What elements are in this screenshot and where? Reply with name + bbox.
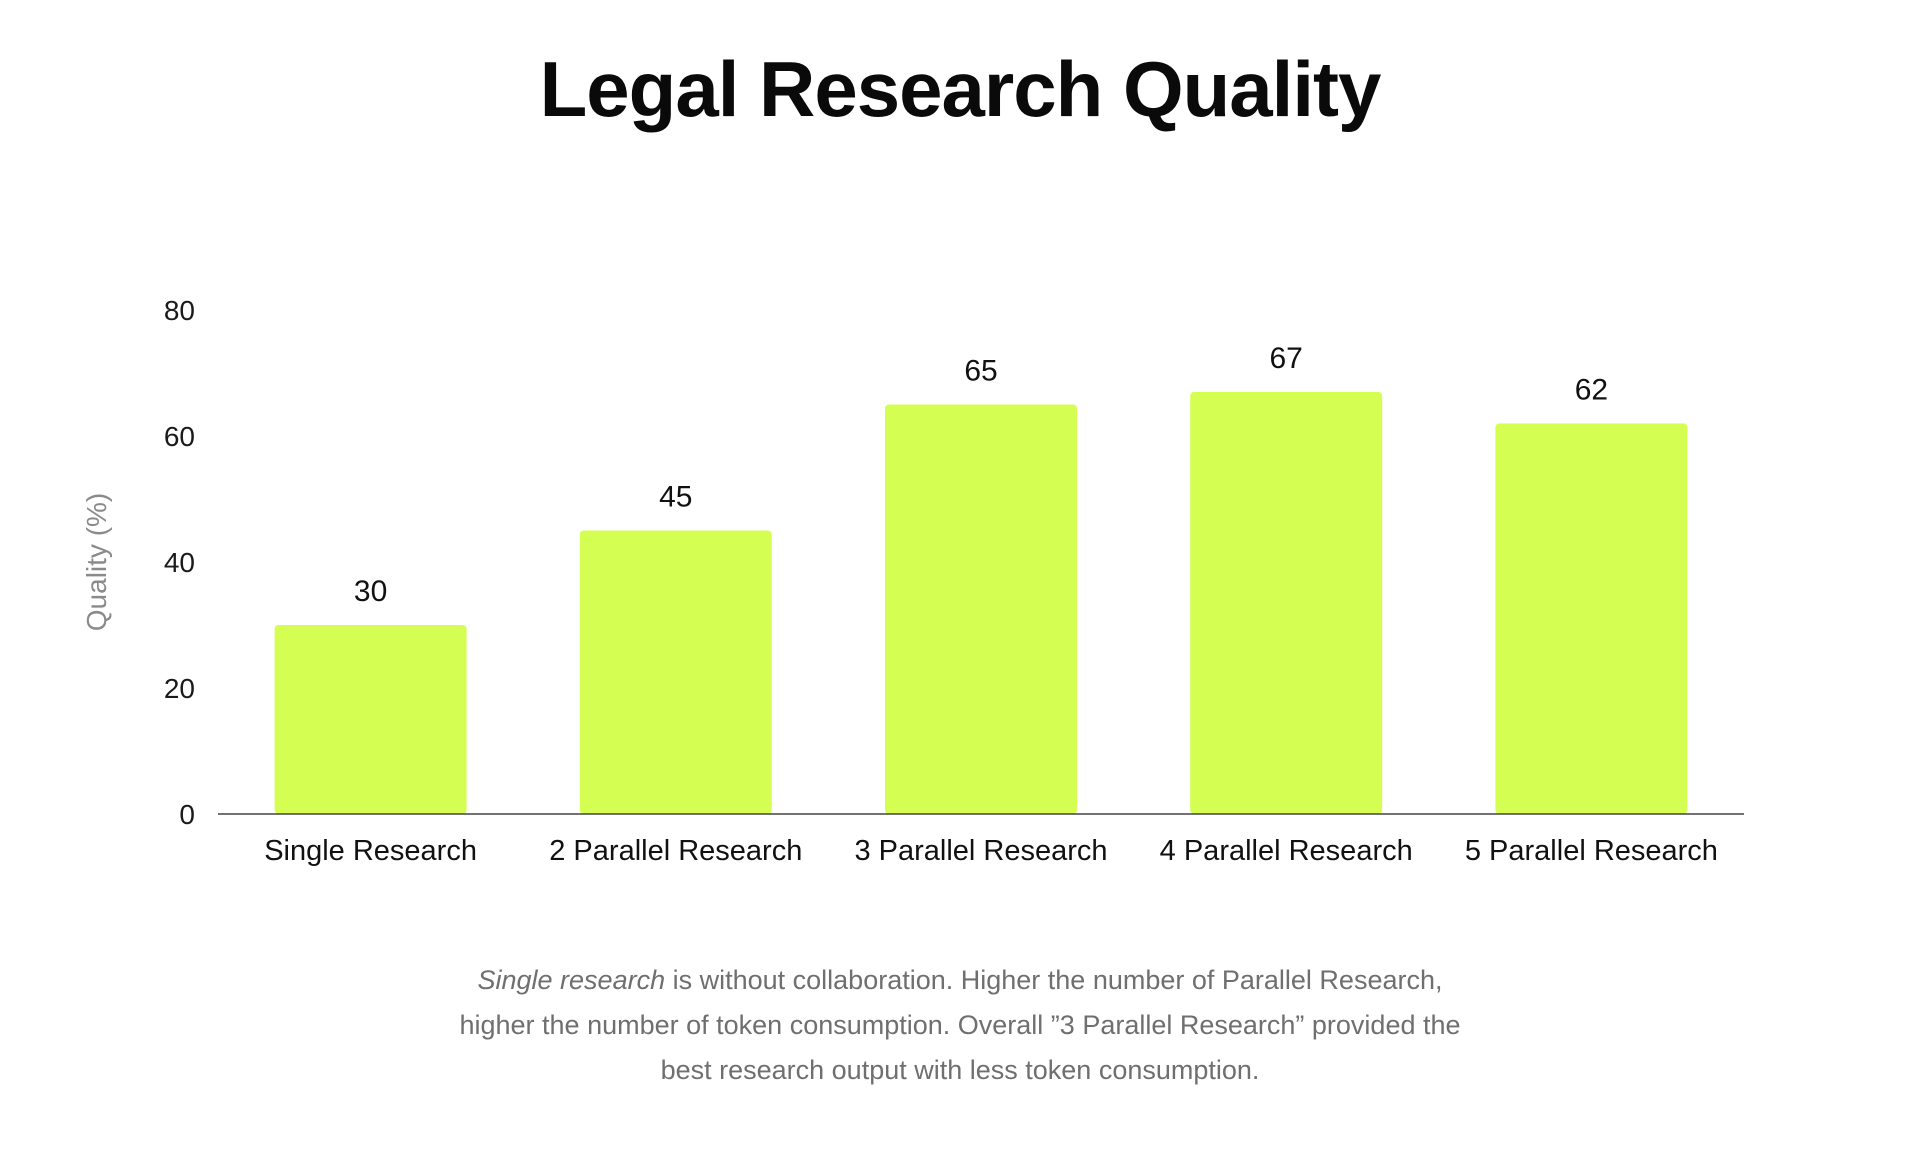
x-tick-label: Single Research — [264, 835, 477, 867]
caption-line-1-rest: is without collaboration. Higher the num… — [665, 965, 1443, 995]
y-tick-label: 0 — [179, 799, 195, 830]
x-tick-label: 4 Parallel Research — [1160, 835, 1413, 867]
caption-line-1: Single research is without collaboration… — [360, 958, 1560, 1003]
x-tick-label: 3 Parallel Research — [854, 835, 1107, 867]
chart-title: Legal Research Quality — [539, 45, 1382, 133]
chart-caption: Single research is without collaboration… — [360, 958, 1560, 1093]
bar — [885, 404, 1077, 814]
data-label: 62 — [1575, 373, 1608, 406]
caption-line-2: higher the number of token consumption. … — [459, 1010, 1461, 1040]
bar — [1190, 391, 1383, 814]
data-label: 65 — [964, 355, 997, 388]
data-label: 45 — [659, 481, 692, 514]
bar — [274, 625, 467, 814]
y-tick-label: 20 — [164, 673, 195, 704]
bar — [579, 530, 772, 814]
data-label: 30 — [354, 575, 387, 608]
bar — [1495, 423, 1688, 814]
caption-lead-italic: Single research — [477, 965, 666, 995]
data-label: 67 — [1270, 342, 1303, 375]
x-tick-label: 2 Parallel Research — [549, 835, 802, 867]
x-tick-label: 5 Parallel Research — [1465, 835, 1718, 867]
y-tick-label: 60 — [164, 421, 195, 452]
y-axis-label: Quality (%) — [81, 493, 112, 631]
y-tick-label: 40 — [164, 547, 195, 578]
y-tick-label: 80 — [164, 295, 195, 326]
caption-line-3: best research output with less token con… — [660, 1055, 1260, 1085]
